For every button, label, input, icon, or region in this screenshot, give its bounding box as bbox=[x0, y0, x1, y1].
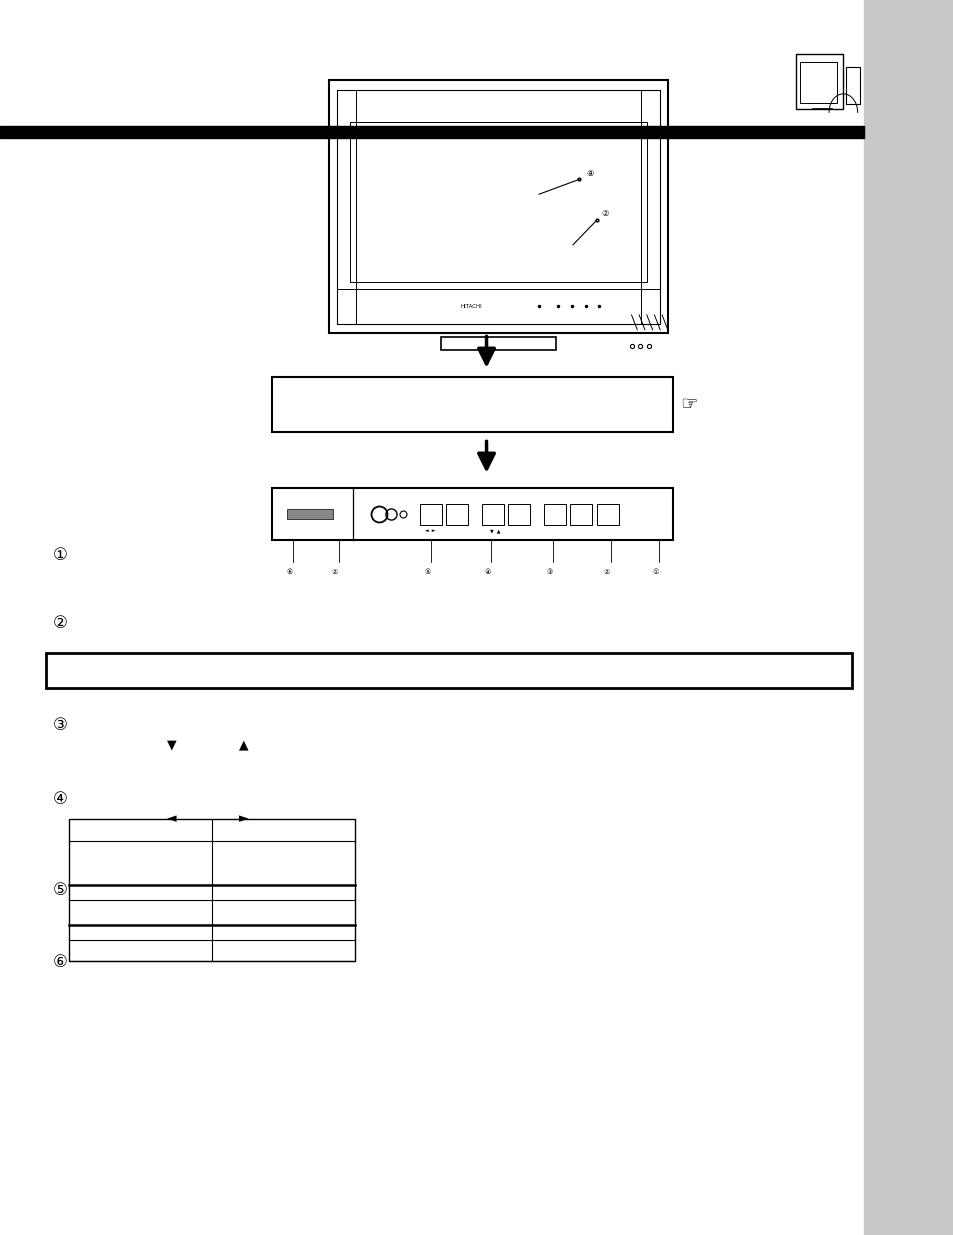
Text: ②: ② bbox=[332, 569, 338, 576]
Bar bbox=[446, 504, 468, 525]
Text: ◄  ►: ◄ ► bbox=[424, 529, 436, 534]
Text: ⑥: ⑥ bbox=[52, 953, 68, 972]
Text: ②: ② bbox=[603, 569, 610, 576]
Bar bbox=[287, 509, 333, 519]
Bar bbox=[845, 67, 859, 104]
Bar bbox=[419, 504, 441, 525]
Text: ►: ► bbox=[238, 813, 248, 825]
Bar bbox=[481, 504, 503, 525]
Bar bbox=[440, 337, 556, 350]
Bar bbox=[272, 488, 672, 540]
Bar bbox=[329, 80, 667, 333]
Bar bbox=[272, 377, 672, 432]
Text: ⑥: ⑥ bbox=[286, 569, 293, 576]
Text: ①: ① bbox=[52, 546, 68, 564]
Bar bbox=[69, 819, 355, 961]
Bar bbox=[350, 122, 646, 282]
Text: ▼: ▼ bbox=[167, 739, 176, 751]
Text: ②: ② bbox=[52, 614, 68, 632]
Text: ⑤: ⑤ bbox=[52, 881, 68, 899]
Bar bbox=[336, 90, 355, 324]
Bar bbox=[640, 90, 659, 324]
Bar bbox=[863, 0, 953, 1235]
Text: ◄: ◄ bbox=[167, 813, 176, 825]
Text: ④: ④ bbox=[52, 790, 68, 809]
Bar bbox=[570, 504, 592, 525]
Text: ☞: ☞ bbox=[679, 395, 697, 414]
Bar bbox=[0, 126, 863, 138]
Bar bbox=[508, 504, 530, 525]
Bar bbox=[336, 90, 659, 324]
Text: ②: ② bbox=[601, 210, 608, 219]
Text: ⑤: ⑤ bbox=[424, 569, 431, 576]
Text: ▲: ▲ bbox=[238, 739, 248, 751]
Text: ③: ③ bbox=[546, 569, 553, 576]
Bar bbox=[336, 289, 659, 324]
Text: ③: ③ bbox=[52, 716, 68, 735]
Text: HITACHI: HITACHI bbox=[460, 304, 481, 309]
Bar bbox=[800, 62, 836, 103]
Bar bbox=[795, 54, 842, 109]
Text: ▼  ▲: ▼ ▲ bbox=[489, 529, 500, 534]
Text: ④: ④ bbox=[484, 569, 491, 576]
Text: ①: ① bbox=[652, 569, 659, 576]
Bar bbox=[543, 504, 565, 525]
Text: ⑧: ⑧ bbox=[586, 169, 594, 178]
Bar bbox=[46, 653, 851, 688]
Bar bbox=[597, 504, 618, 525]
